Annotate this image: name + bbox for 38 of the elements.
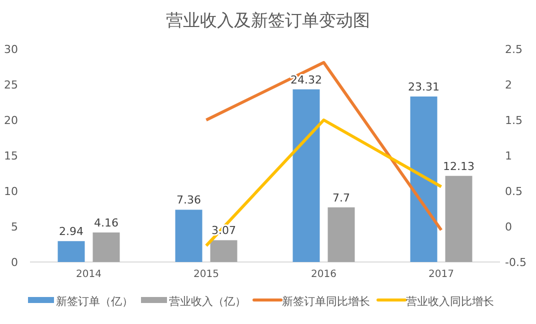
bar (92, 232, 120, 262)
x-tick-label: 2017 (428, 269, 454, 280)
x-tick-label: 2016 (311, 269, 336, 280)
legend-label: 新签订单同比增长 (282, 295, 370, 308)
bar (58, 241, 85, 262)
data-label: 12.13 (443, 160, 474, 173)
y2-tick-label: 2.5 (505, 43, 522, 56)
y-tick-label: 20 (4, 114, 18, 127)
data-label: 2.94 (59, 225, 84, 238)
chart-title: 营业收入及新签订单变动图 (166, 11, 370, 31)
y-tick-label: 25 (4, 78, 18, 92)
x-tick-label: 2015 (194, 269, 219, 280)
bar (292, 89, 320, 262)
y2-tick-label: 0 (505, 220, 512, 234)
x-tick-label: 2014 (76, 269, 102, 280)
y-tick-label: 15 (4, 150, 18, 162)
legend-label: 新签订单（亿） (56, 295, 133, 308)
y2-tick-label: -0.5 (505, 256, 526, 269)
bar (445, 176, 472, 262)
data-label: 23.31 (408, 80, 440, 94)
bar (328, 207, 355, 262)
legend-label: 营业收入同比增长 (406, 295, 494, 308)
legend-label: 营业收入（亿） (169, 295, 246, 308)
bar (210, 240, 238, 262)
y2-tick-label: 0.5 (505, 185, 522, 198)
y2-tick-label: 1.5 (505, 114, 522, 127)
y-tick-label: 0 (11, 256, 18, 269)
y2-tick-label: 1 (505, 150, 512, 162)
data-label: 4.16 (94, 216, 118, 230)
bar (175, 210, 202, 262)
data-label: 7.7 (332, 191, 350, 204)
bar (410, 96, 438, 262)
data-label: 24.32 (290, 73, 322, 86)
y2-tick-label: 2 (505, 78, 512, 92)
y-tick-label: 10 (4, 185, 18, 198)
y-tick-label: 5 (11, 220, 18, 234)
data-label: 7.36 (176, 194, 201, 207)
y-tick-label: 30 (4, 43, 18, 56)
